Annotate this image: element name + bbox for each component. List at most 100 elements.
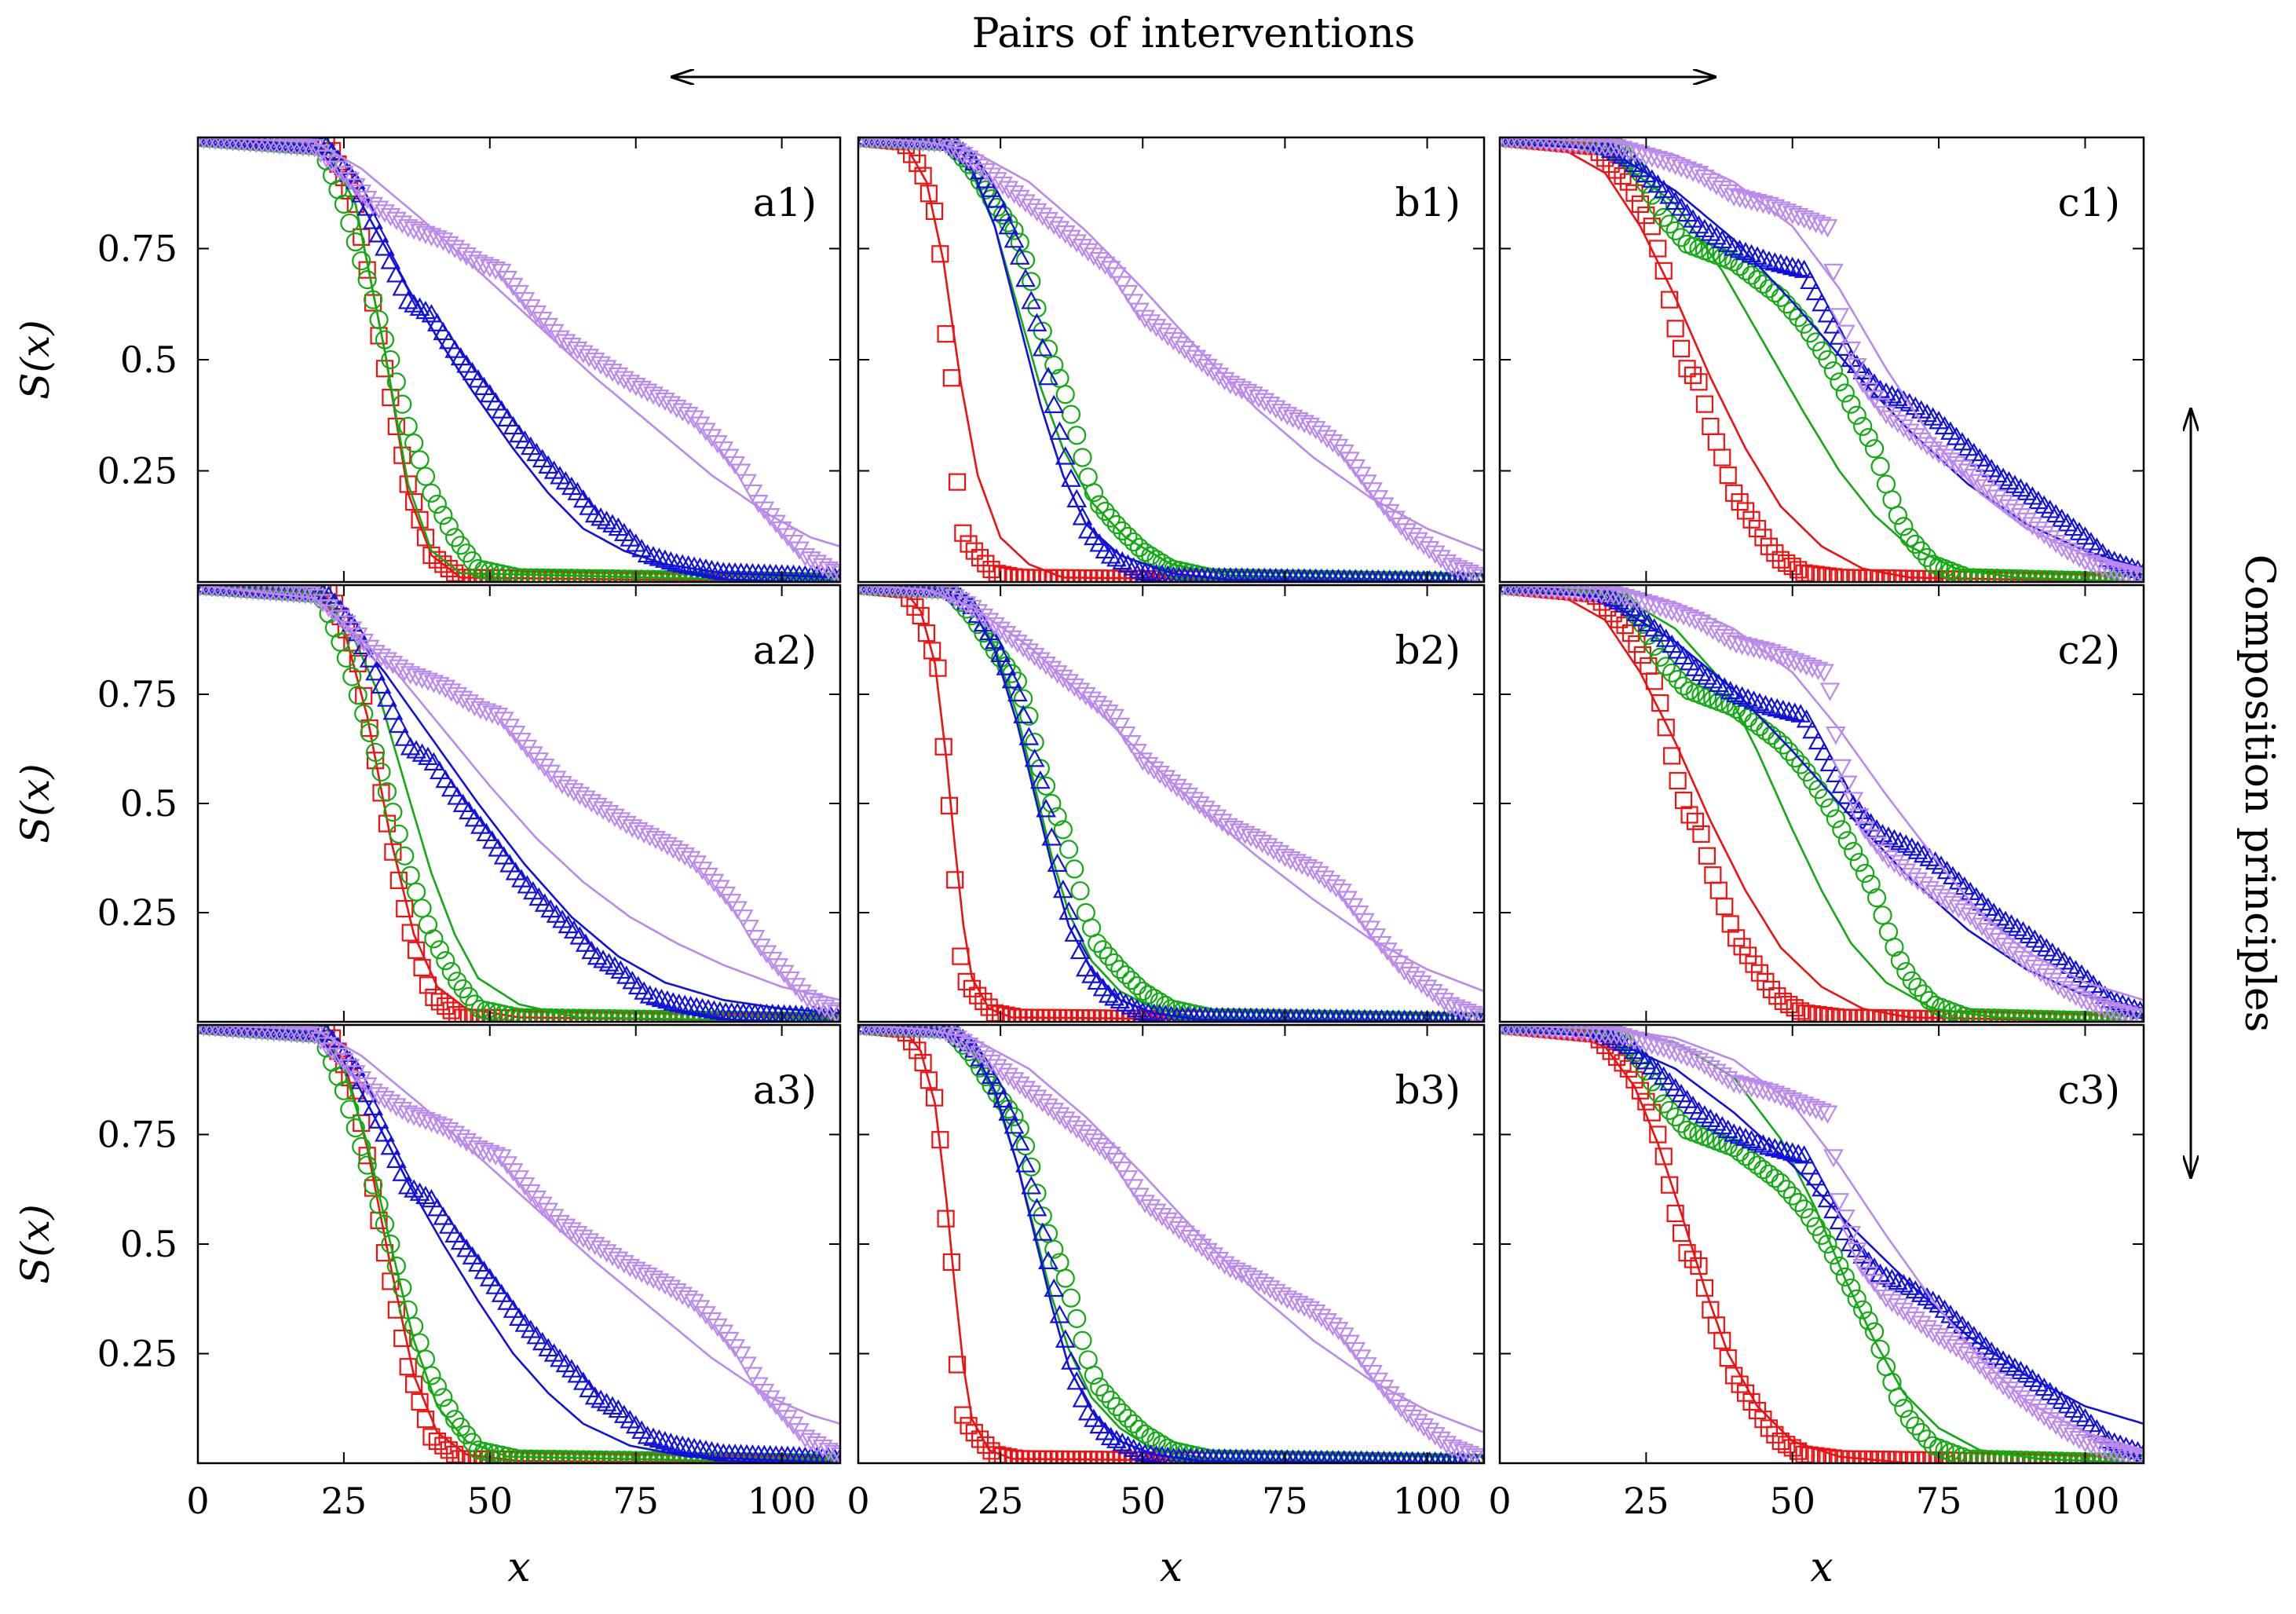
triangle-up-marker-icon bbox=[622, 971, 643, 990]
triangle-down-marker-icon bbox=[1178, 787, 1199, 807]
triangle-down-marker-icon bbox=[264, 137, 283, 155]
triangle-down-marker-icon bbox=[1029, 652, 1051, 671]
square-marker-icon bbox=[977, 1436, 995, 1455]
square-marker-icon bbox=[1745, 955, 1763, 973]
panel-c2: c2) bbox=[1498, 584, 2145, 1023]
triangle-down-marker-icon bbox=[1890, 858, 1910, 878]
triangle-up-marker-icon bbox=[1314, 1449, 1329, 1463]
triangle-down-marker-icon bbox=[1406, 971, 1426, 990]
square-marker-icon bbox=[1686, 812, 1705, 830]
plot-area bbox=[198, 137, 840, 582]
triangle-down-marker-icon bbox=[1305, 1304, 1326, 1323]
circle-marker-icon bbox=[1870, 456, 1890, 476]
triangle-up-marker-icon bbox=[1123, 1438, 1144, 1457]
triangle-up-marker-icon bbox=[663, 992, 684, 1011]
triangle-up-marker-icon bbox=[1884, 829, 1905, 848]
circle-marker-icon bbox=[439, 1399, 459, 1418]
triangle-up-marker-icon bbox=[1434, 1451, 1448, 1463]
series-purple bbox=[858, 1025, 1484, 1463]
triangle-down-marker-icon bbox=[1388, 955, 1409, 975]
circle-marker-icon bbox=[393, 394, 412, 414]
series-green bbox=[198, 137, 840, 582]
triangle-up-marker-icon bbox=[450, 346, 471, 366]
triangle-down-marker-icon bbox=[1533, 1025, 1549, 1040]
circle-marker-icon bbox=[1044, 1239, 1064, 1259]
triangle-down-marker-icon bbox=[1603, 586, 1624, 606]
triangle-down-marker-icon bbox=[1095, 256, 1116, 276]
triangle-up-marker-icon bbox=[655, 1430, 675, 1450]
circle-marker-icon bbox=[360, 723, 379, 743]
triangle-down-marker-icon bbox=[893, 1025, 908, 1039]
triangle-down-marker-icon bbox=[2118, 1006, 2139, 1022]
triangle-down-marker-icon bbox=[1753, 1081, 1774, 1101]
triangle-up-marker-icon bbox=[637, 1426, 658, 1444]
circle-marker-icon bbox=[1911, 541, 1931, 561]
triangle-down-marker-icon bbox=[1115, 726, 1136, 745]
triangle-up-marker-icon bbox=[1829, 326, 1850, 345]
triangle-up-marker-icon bbox=[1219, 1007, 1237, 1022]
fit-curve-red bbox=[198, 1025, 840, 1463]
triangle-up-marker-icon bbox=[1004, 1115, 1025, 1134]
triangle-down-marker-icon bbox=[261, 585, 280, 602]
triangle-up-marker-icon bbox=[543, 1343, 565, 1362]
circle-marker-icon bbox=[1876, 474, 1896, 494]
triangle-down-marker-icon bbox=[322, 1042, 342, 1061]
triangle-up-marker-icon bbox=[584, 1386, 605, 1405]
square-marker-icon bbox=[1836, 569, 1854, 582]
triangle-down-marker-icon bbox=[493, 712, 514, 730]
y-tick-label: 0.75 bbox=[97, 1114, 177, 1156]
triangle-up-marker-icon bbox=[1234, 1448, 1250, 1463]
triangle-down-marker-icon bbox=[1123, 294, 1144, 313]
series-blue bbox=[198, 137, 840, 582]
circle-marker-icon bbox=[1648, 196, 1668, 216]
triangle-down-marker-icon bbox=[926, 1025, 943, 1041]
triangle-down-marker-icon bbox=[236, 137, 253, 152]
triangle-down-marker-icon bbox=[926, 137, 943, 153]
triangle-down-marker-icon bbox=[528, 752, 550, 771]
triangle-down-marker-icon bbox=[1724, 1074, 1745, 1093]
square-marker-icon bbox=[1649, 240, 1667, 258]
triangle-up-marker-icon bbox=[1193, 566, 1211, 582]
panel-label: a2) bbox=[753, 628, 817, 673]
triangle-up-marker-icon bbox=[1808, 730, 1829, 750]
circle-marker-icon bbox=[1095, 1384, 1115, 1404]
triangle-down-marker-icon bbox=[963, 1041, 985, 1060]
square-marker-icon bbox=[1760, 537, 1779, 555]
triangle-down-marker-icon bbox=[231, 137, 247, 152]
panel-label: c1) bbox=[2058, 180, 2120, 225]
triangle-up-marker-icon bbox=[345, 1057, 366, 1076]
circle-marker-icon bbox=[340, 213, 360, 233]
triangle-up-marker-icon bbox=[1500, 585, 1519, 593]
triangle-down-marker-icon bbox=[1812, 217, 1832, 236]
triangle-down-marker-icon bbox=[920, 137, 938, 152]
triangle-up-marker-icon bbox=[462, 1246, 483, 1264]
triangle-down-marker-icon bbox=[244, 585, 261, 601]
triangle-down-marker-icon bbox=[521, 298, 541, 318]
square-marker-icon bbox=[1674, 792, 1693, 810]
triangle-down-marker-icon bbox=[345, 1065, 366, 1084]
square-marker-icon bbox=[937, 325, 955, 343]
triangle-up-marker-icon bbox=[786, 1005, 806, 1022]
triangle-down-marker-icon bbox=[353, 633, 375, 653]
circle-marker-icon bbox=[433, 505, 453, 525]
triangle-down-marker-icon bbox=[1618, 142, 1639, 161]
triangle-up-marker-icon bbox=[675, 994, 696, 1013]
triangle-down-marker-icon bbox=[1320, 874, 1341, 894]
circle-marker-icon bbox=[342, 667, 362, 686]
square-marker-icon bbox=[934, 737, 952, 756]
triangle-down-marker-icon bbox=[1408, 532, 1428, 551]
square-marker-icon bbox=[335, 168, 353, 187]
series-red bbox=[1500, 585, 2144, 1022]
triangle-down-marker-icon bbox=[1893, 419, 1914, 438]
triangle-down-marker-icon bbox=[1474, 1010, 1484, 1022]
triangle-up-marker-icon bbox=[380, 1136, 401, 1155]
triangle-down-marker-icon bbox=[1203, 363, 1223, 382]
triangle-down-marker-icon bbox=[1998, 499, 2020, 518]
triangle-up-marker-icon bbox=[973, 613, 994, 632]
triangle-down-marker-icon bbox=[680, 851, 701, 869]
series-blue bbox=[198, 585, 840, 1022]
triangle-up-marker-icon bbox=[1331, 1450, 1346, 1463]
triangle-down-marker-icon bbox=[219, 137, 235, 152]
triangle-up-marker-icon bbox=[1061, 1351, 1081, 1370]
triangle-down-marker-icon bbox=[264, 1025, 283, 1042]
